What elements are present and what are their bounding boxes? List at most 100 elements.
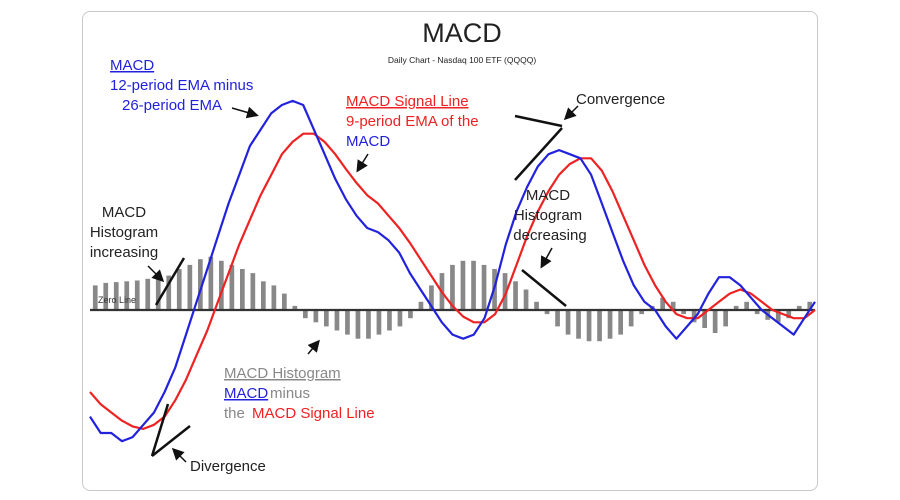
histogram-bar [618,310,623,335]
histogram-bar [597,310,602,342]
histogram-bar [807,301,813,310]
convergence-line-top [514,114,563,128]
histogram-bar [345,310,350,335]
histogram-bar [544,310,550,315]
hist-annotation-title: MACD Histogram [224,365,341,382]
histogram-bar [282,293,287,310]
histogram-bars [92,256,813,342]
hist-increasing-line3: increasing [90,244,158,261]
divergence-arrow [171,447,187,463]
histogram-bar [576,310,581,339]
histogram-bar [113,282,119,310]
histogram-bar [744,301,749,310]
hist-annotation-macd: MACD [224,385,268,402]
histogram-bar [408,310,413,319]
histogram-bar [366,310,371,339]
histogram-bar [586,310,592,342]
histogram-bar [534,301,539,310]
histogram-bar [607,310,613,339]
hist-annotation-minus: minus [270,385,310,402]
hist-annotation-signal: MACD Signal Line [252,405,375,422]
chart-frame [82,11,818,491]
hist-decreasing-arrow [540,247,553,269]
histogram-bar [786,310,792,319]
histogram-bar [775,310,781,323]
histogram-bar [796,305,802,310]
convergence-arrow [563,105,579,121]
histogram-bar [387,310,392,331]
signal-annotation-title: MACD Signal Line [346,93,469,110]
hist-increasing-arrow [147,265,165,283]
histogram-bar [313,310,319,323]
chart-title: MACD [422,18,502,48]
histogram-bar [723,310,728,327]
histogram-bar [198,259,203,310]
histogram-bar [513,281,518,310]
histogram-bar [639,310,644,315]
histogram-bar [712,310,718,333]
histogram-bar [733,305,739,310]
histogram-bar [229,264,235,310]
signal-annotation-line1: 9-period EMA of the [346,113,479,130]
histogram-bar [124,281,130,310]
hist-decreasing-line2: Histogram [514,207,582,224]
macd-annotation-title: MACD [110,57,154,74]
histogram-bar [555,310,560,327]
histogram-bar [481,264,487,310]
histogram-bar [471,260,476,310]
histogram-bar [261,281,266,310]
macd-annotation-line1: 12-period EMA minus [110,77,253,94]
histogram-bar [418,301,424,310]
histogram-bar [303,310,308,319]
hist-increasing-line1: MACD [102,204,146,221]
histogram-bar [166,275,172,310]
convergence-line-bottom [514,127,563,181]
hist-decreasing-trend [521,269,567,307]
histogram-bar [145,278,151,310]
histogram-bar [702,310,707,328]
signal-annotation-line2: MACD [346,133,390,150]
histogram-bar [565,310,571,335]
convergence-label: Convergence [576,91,665,108]
hist-increasing-trend [154,257,186,306]
histogram-bar [754,310,760,315]
histogram-bar [355,310,361,339]
histogram-bar [292,305,298,310]
chart-subtitle: Daily Chart - Nasdaq 100 ETF (QQQQ) [388,55,536,65]
histogram-bar [502,273,508,310]
histogram-bar [628,310,634,327]
histogram-bar [670,301,676,310]
hist-decreasing-line1: MACD [526,187,570,204]
histogram-bar [681,310,686,315]
hist-decreasing-line3: decreasing [513,227,586,244]
histogram-bar [103,282,109,310]
macd-annotation-line2: 26-period EMA [122,97,222,114]
histogram-bar [271,285,277,310]
divergence-line-macd [150,403,170,457]
macd-annotation-arrow [231,106,259,119]
histogram-bar [324,310,329,327]
histogram-bar [460,260,466,310]
hist-annotation-the: the [224,405,245,422]
histogram-bar [92,285,98,310]
signal-annotation-arrow [356,153,369,173]
divergence-line-signal [151,425,191,457]
histogram-bar [376,310,382,335]
macd-line-series [89,99,816,443]
histogram-bar [429,285,434,310]
divergence-label: Divergence [190,458,266,475]
histogram-bar [334,310,340,331]
histogram-bar [523,289,529,310]
histogram-bar [240,269,245,310]
histogram-bar [691,310,697,323]
histogram-bar [187,264,193,310]
hist-increasing-line2: Histogram [90,224,158,241]
histogram-bar [450,264,455,310]
histogram-bar [208,256,214,310]
histogram-bar [397,310,403,327]
histogram-bar [660,297,665,310]
histogram-bar [250,273,256,310]
histogram-bar [155,277,161,310]
histogram-bar [176,269,182,310]
